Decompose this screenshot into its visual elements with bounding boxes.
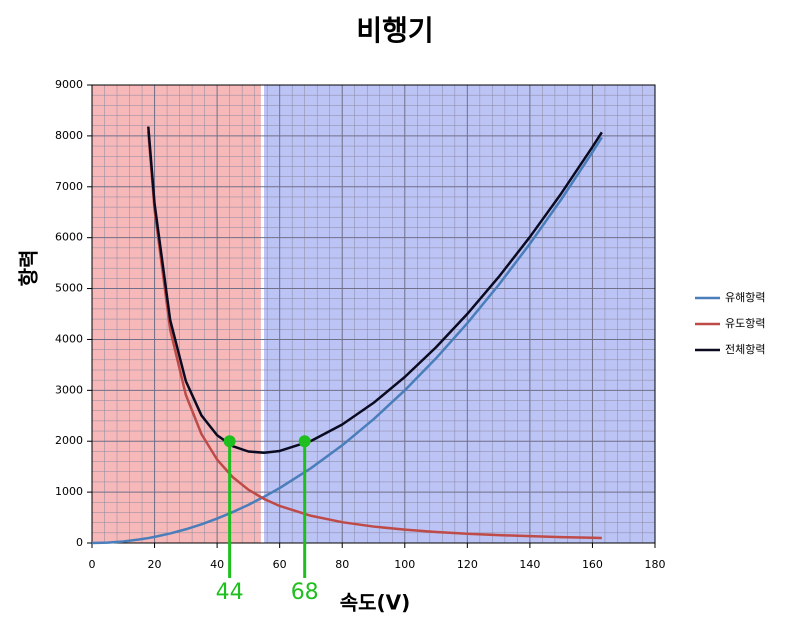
plot-frame <box>91 84 656 544</box>
series-line <box>147 126 603 454</box>
y-tick-label: 2000 <box>55 434 83 447</box>
shaded-region <box>264 85 655 543</box>
shaded-region <box>92 85 261 543</box>
marker-point <box>223 435 236 448</box>
y-tick-label: 4000 <box>55 332 83 345</box>
x-tick-label: 120 <box>457 558 478 571</box>
marker-label: 44 <box>216 580 244 605</box>
legend-label: 전체항력 <box>725 343 765 356</box>
x-tick-label: 40 <box>210 558 224 571</box>
x-tick-label: 20 <box>148 558 162 571</box>
y-tick-label: 9000 <box>55 78 83 91</box>
marker-point <box>298 435 311 448</box>
x-tick-label: 80 <box>335 558 349 571</box>
chart-title: 비행기 <box>356 14 433 47</box>
series-line <box>147 131 602 540</box>
y-tick-label: 3000 <box>55 383 83 396</box>
x-tick-label: 0 <box>89 558 96 571</box>
x-tick-label: 140 <box>519 558 540 571</box>
x-tick-label: 160 <box>582 558 603 571</box>
x-axis-label: 속도(V) <box>340 591 411 615</box>
y-tick-label: 8000 <box>55 129 83 142</box>
y-tick-label: 0 <box>76 536 83 549</box>
legend-label: 유도항력 <box>725 317 765 330</box>
x-tick-label: 60 <box>273 558 287 571</box>
y-tick-label: 6000 <box>55 231 83 244</box>
series-line <box>91 136 603 545</box>
marker-label: 68 <box>291 580 319 605</box>
x-tick-label: 180 <box>645 558 666 571</box>
y-tick-label: 1000 <box>55 485 83 498</box>
y-axis-label: 항력 <box>17 250 41 287</box>
y-tick-label: 5000 <box>55 282 83 295</box>
x-tick-label: 100 <box>394 558 415 571</box>
legend-label: 유해항력 <box>725 290 765 304</box>
y-tick-label: 7000 <box>55 180 83 193</box>
